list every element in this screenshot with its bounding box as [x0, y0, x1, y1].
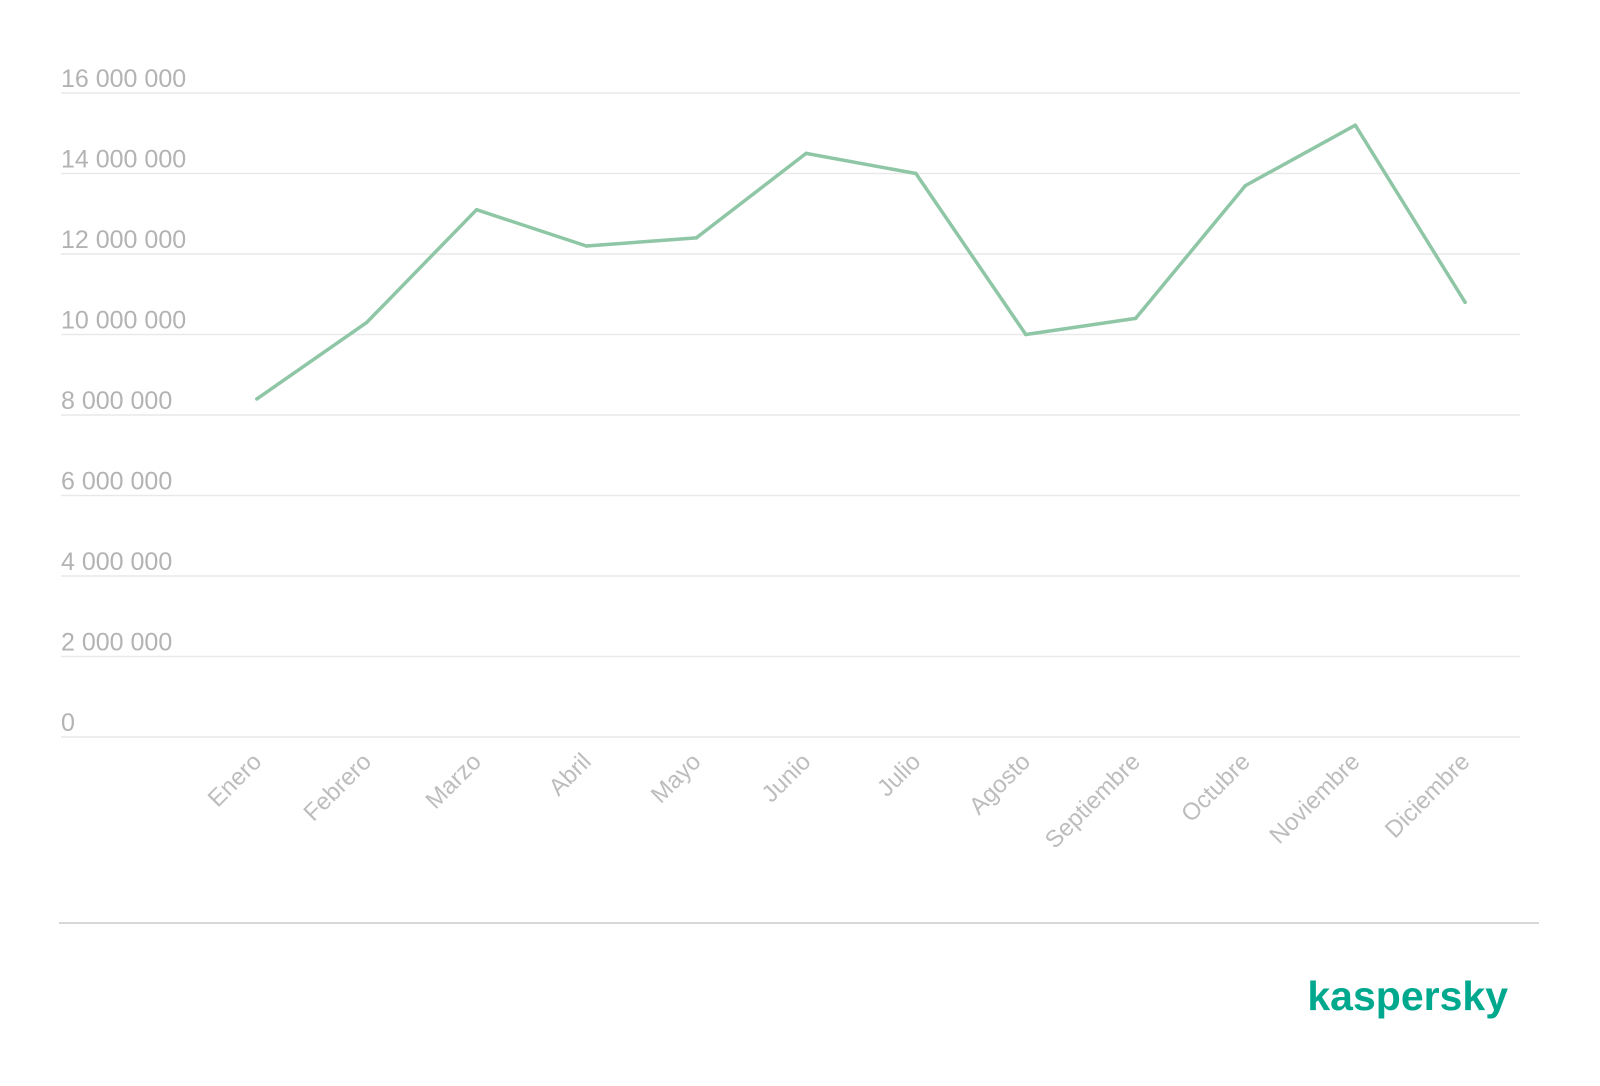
- data-point: [914, 171, 918, 176]
- gridlines: [61, 92, 1520, 738]
- x-axis-tick-labels: Enero Febrero Marzo Abril Mayo Junio Julio Agos…: [203, 748, 1476, 854]
- kaspersky-logo: kaspersky: [1307, 973, 1508, 1019]
- x-tick-label: Diciembre: [1380, 748, 1475, 843]
- data-point: [1243, 183, 1248, 188]
- y-axis-tick-labels: 0 2 000 000 4 000 000 6 000 000 8 000 000 10 …: [61, 65, 186, 737]
- data-point: [365, 320, 369, 325]
- y-tick-label: 14 000 000: [61, 146, 186, 174]
- x-tick-label: Julio: [872, 748, 926, 802]
- x-tick-label: Febrero: [298, 748, 377, 827]
- y-tick-label: 8 000 000: [61, 387, 172, 415]
- y-tick-label: 12 000 000: [61, 226, 186, 254]
- y-tick-label: 16 000 000: [61, 65, 186, 93]
- data-point: [1024, 332, 1028, 337]
- y-tick-label: 10 000 000: [61, 307, 186, 335]
- y-tick-label: 0: [61, 709, 75, 737]
- data-point: [584, 244, 589, 248]
- x-tick-label: Abril: [544, 748, 597, 801]
- x-tick-label: Noviembre: [1264, 748, 1365, 849]
- y-tick-label: 2 000 000: [61, 629, 172, 657]
- data-point: [804, 151, 808, 156]
- x-tick-label: Septiembre: [1040, 748, 1146, 854]
- data-point: [1463, 300, 1467, 305]
- data-point: [694, 236, 699, 240]
- series-line: [255, 123, 1467, 401]
- data-point: [1353, 123, 1358, 127]
- x-tick-label: Junio: [757, 748, 817, 808]
- series: [255, 123, 1467, 401]
- data-point: [255, 397, 259, 401]
- x-tick-label: Agosto: [964, 748, 1036, 820]
- x-tick-label: Marzo: [421, 748, 487, 814]
- y-tick-label: 6 000 000: [61, 468, 172, 496]
- y-tick-label: 4 000 000: [61, 548, 172, 576]
- x-tick-label: Mayo: [646, 748, 707, 809]
- data-point: [1133, 316, 1138, 321]
- data-point: [474, 207, 479, 212]
- x-tick-label: Enero: [203, 748, 267, 812]
- x-tick-label: Octubre: [1176, 748, 1255, 827]
